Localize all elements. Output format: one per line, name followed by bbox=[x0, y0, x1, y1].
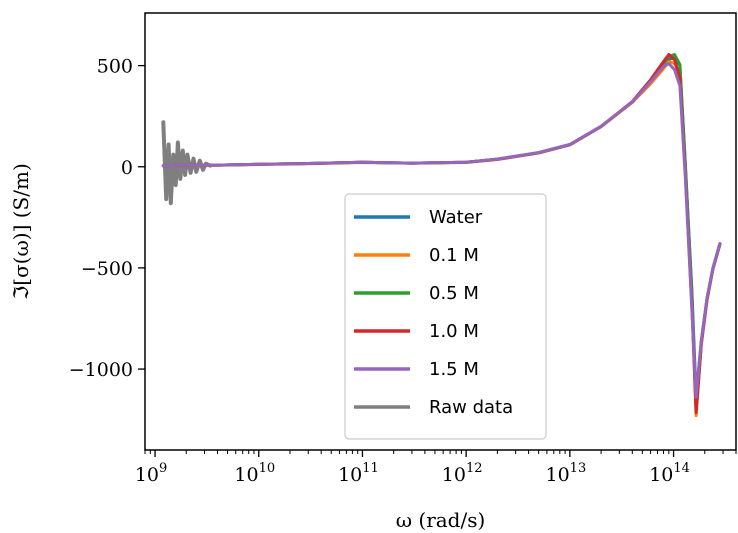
x-tick-base: 10 bbox=[338, 464, 362, 486]
plot-frame bbox=[144, 12, 737, 451]
x-tick-base: 10 bbox=[442, 464, 466, 486]
x-tick-label: 1010 bbox=[234, 461, 275, 486]
legend: Water 0.1 M 0.5 M 1.0 M 1.5 M Raw data bbox=[344, 193, 547, 440]
x-tick-exponent: 14 bbox=[673, 461, 690, 476]
series-line-raw-data bbox=[161, 120, 213, 206]
legend-label: 0.5 M bbox=[429, 283, 479, 304]
x-tick-base: 10 bbox=[135, 464, 159, 486]
legend-label: Water bbox=[429, 207, 483, 228]
x-tick-base: 10 bbox=[545, 464, 569, 486]
legend-label: 0.1 M bbox=[429, 245, 479, 266]
x-tick-exponent: 12 bbox=[466, 461, 483, 476]
x-tick-exponent: 11 bbox=[362, 461, 379, 476]
x-tick-base: 10 bbox=[234, 464, 258, 486]
x-tick-label: 1012 bbox=[442, 461, 483, 486]
x-tick-exponent: 10 bbox=[259, 461, 276, 476]
y-tick-label: −500 bbox=[81, 258, 133, 280]
x-tick-label: 1013 bbox=[545, 461, 586, 486]
y-tick-label: 0 bbox=[121, 157, 133, 179]
y-axis-label: ℑ[σ(ω)] (S/m) bbox=[9, 163, 33, 299]
legend-label: 1.0 M bbox=[429, 321, 479, 342]
x-tick-label: 1014 bbox=[649, 461, 690, 486]
series-line-1-5-m bbox=[161, 62, 722, 399]
legend-label: 1.5 M bbox=[429, 359, 479, 380]
legend-label: Raw data bbox=[429, 397, 513, 418]
y-tick-label: 500 bbox=[97, 56, 133, 78]
x-tick-label: 109 bbox=[135, 461, 167, 486]
x-tick-base: 10 bbox=[649, 464, 673, 486]
x-tick-exponent: 9 bbox=[159, 461, 167, 476]
x-tick-exponent: 13 bbox=[570, 461, 587, 476]
x-tick-label: 1011 bbox=[338, 461, 379, 486]
y-axis: 500 0 −500 −1000 bbox=[69, 56, 145, 381]
y-tick-label: −1000 bbox=[69, 359, 133, 381]
x-axis: 109 1010 1011 1012 1013 1014 bbox=[135, 450, 737, 486]
plot-lines bbox=[161, 53, 722, 418]
x-axis-label: ω (rad/s) bbox=[396, 508, 486, 532]
